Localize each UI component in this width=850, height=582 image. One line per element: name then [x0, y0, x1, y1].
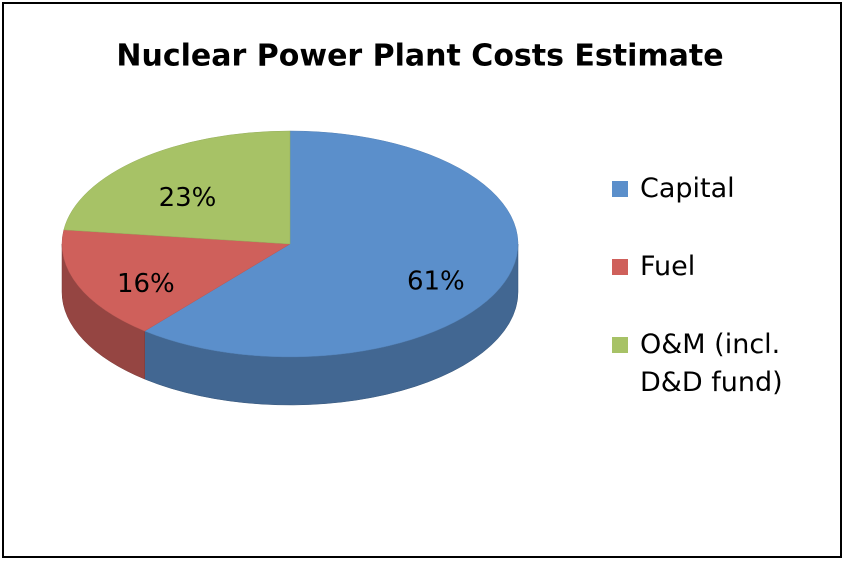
pie-slice [63, 130, 291, 245]
legend-item: Capital [612, 170, 812, 208]
legend-label: Capital [640, 173, 735, 204]
legend-label: Fuel [640, 251, 696, 282]
legend-swatch [612, 259, 628, 275]
legend-swatch [612, 337, 628, 353]
legend: Capital Fuel O&M (incl. D&D fund) [612, 170, 812, 442]
pie-labels: 61% 16% 23% [117, 183, 465, 299]
legend-swatch [612, 181, 628, 197]
pie-slice [144, 130, 519, 358]
data-label: 16% [117, 269, 175, 299]
legend-item: O&M (incl. D&D fund) [612, 326, 812, 402]
data-label: 61% [407, 267, 465, 297]
chart-title: Nuclear Power Plant Costs Estimate [116, 39, 723, 74]
legend-label: O&M (incl. D&D fund) [640, 329, 783, 398]
legend-item: Fuel [612, 248, 812, 286]
data-label: 23% [159, 183, 217, 213]
pie-tops [61, 130, 519, 358]
pie-slice [61, 229, 291, 332]
